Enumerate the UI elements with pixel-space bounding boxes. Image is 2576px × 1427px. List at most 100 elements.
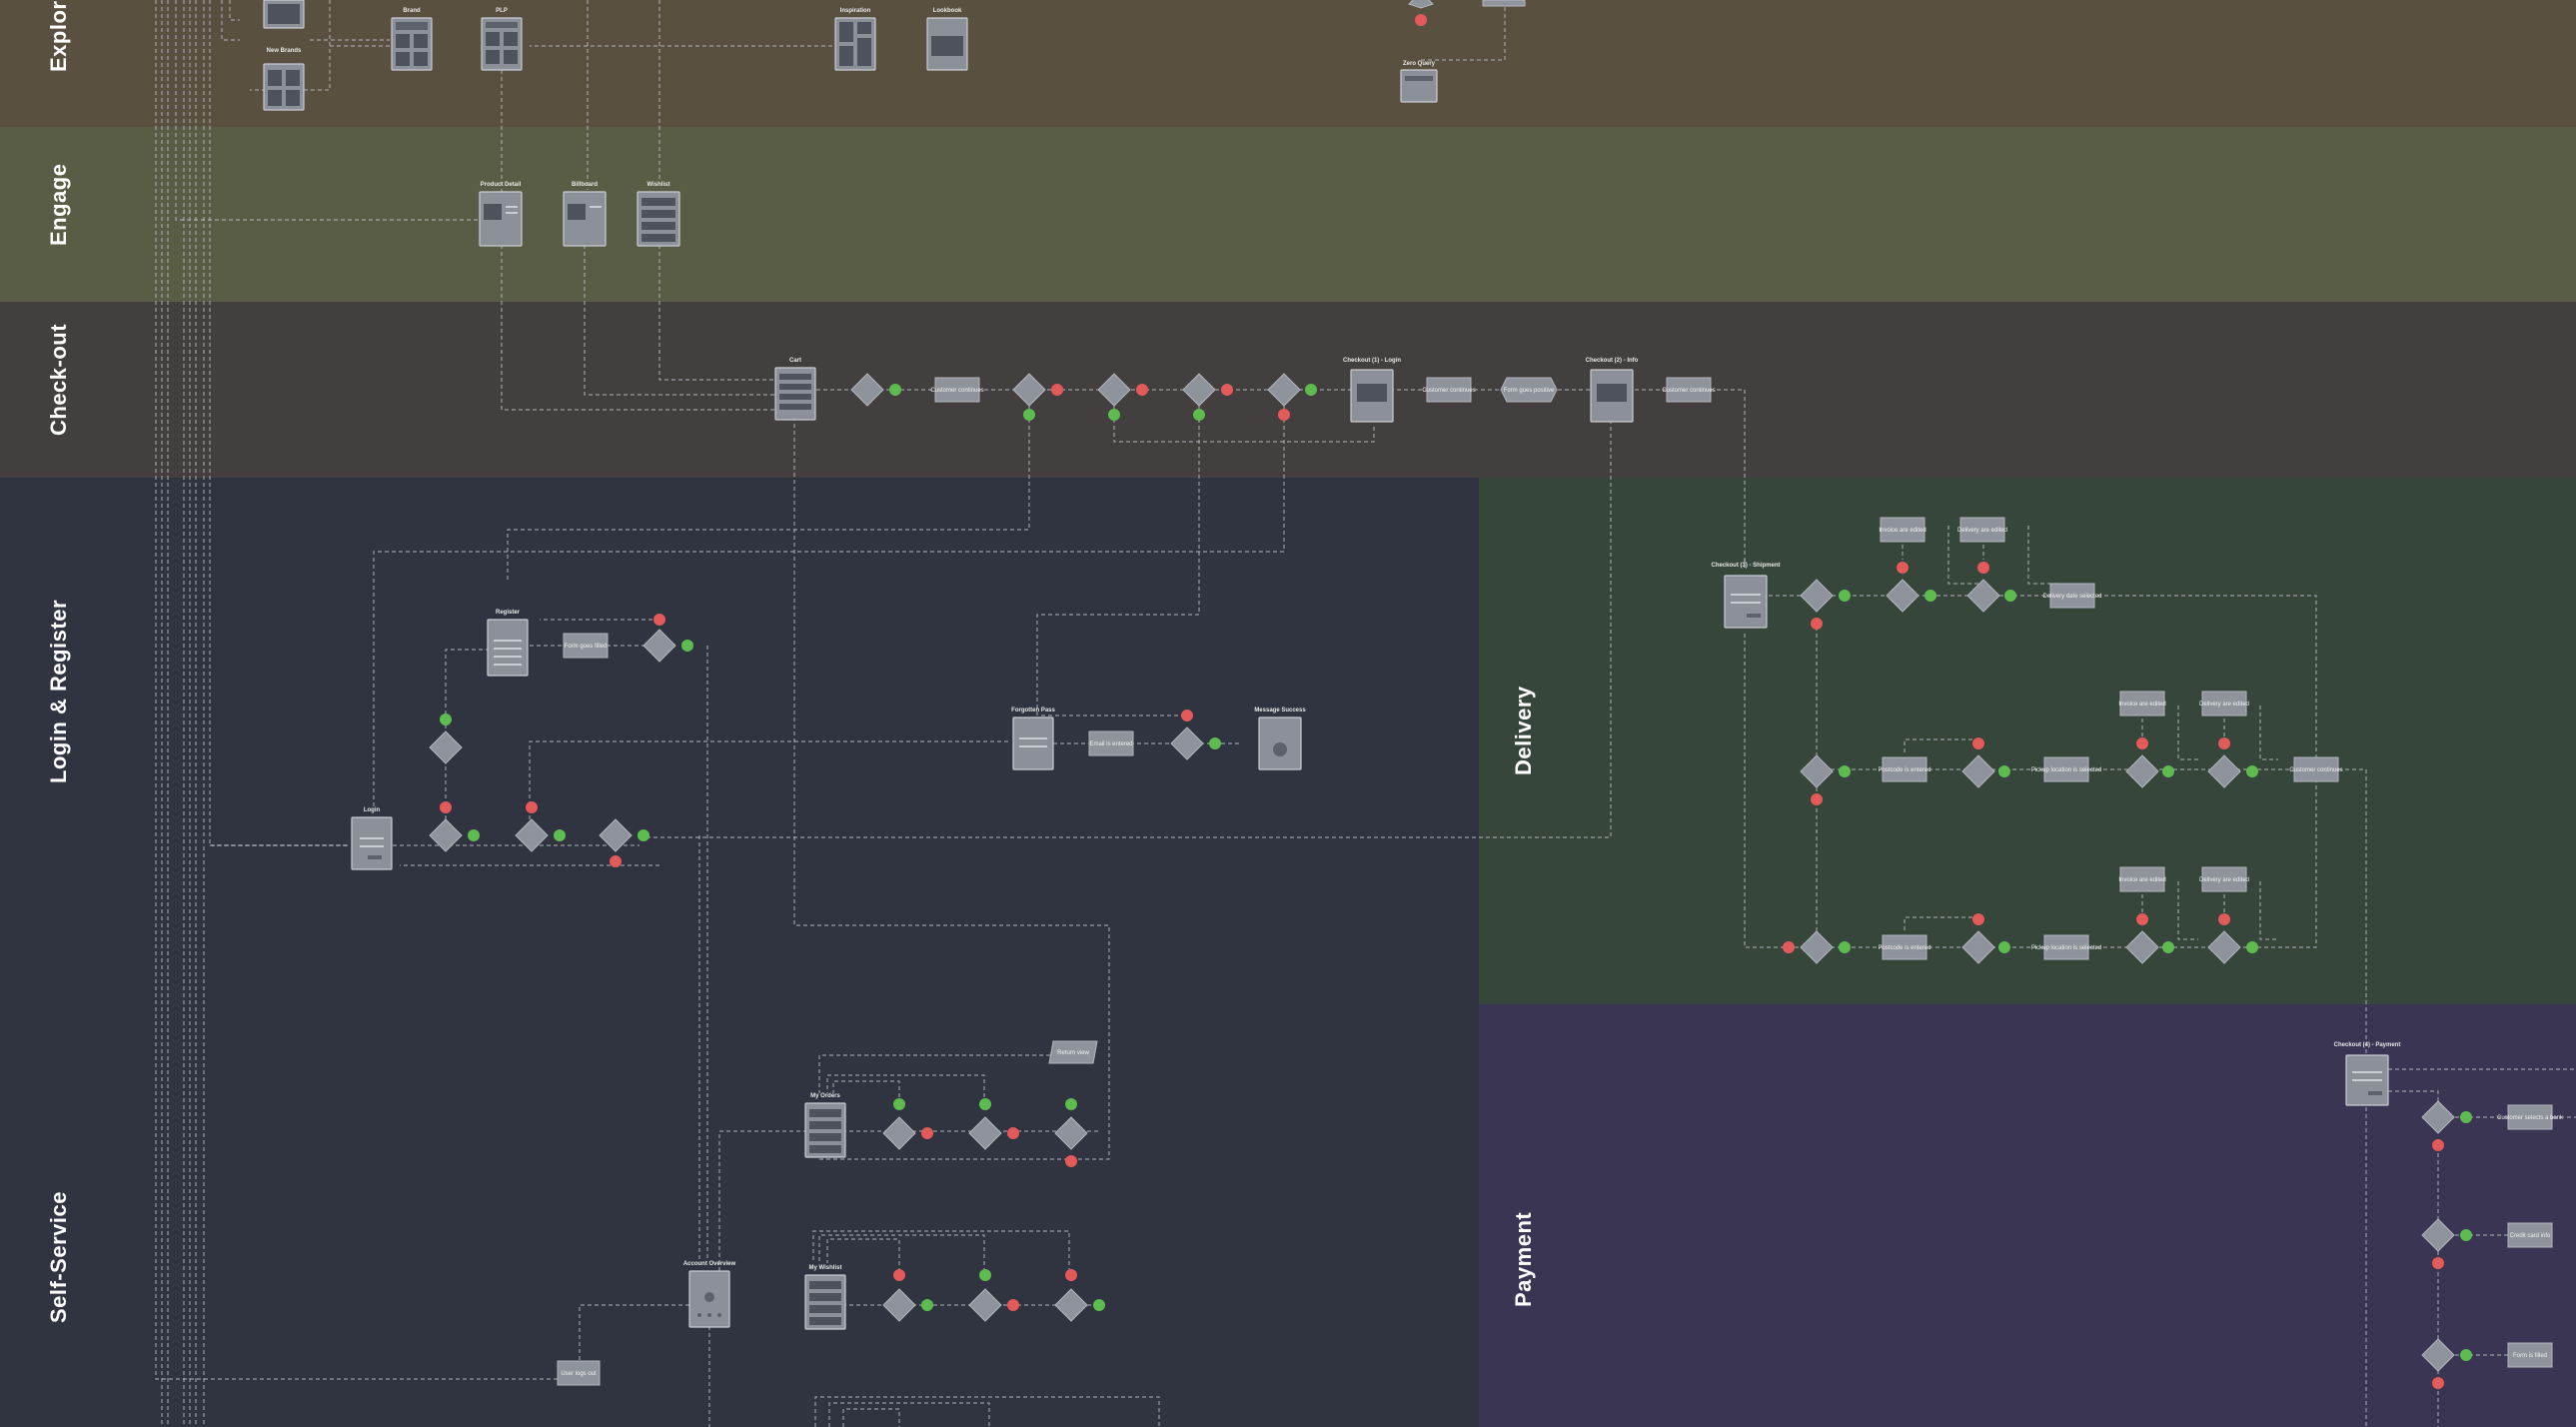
screen-node[interactable]: My Wishlist bbox=[804, 1265, 846, 1330]
lane-delivery bbox=[1479, 478, 2576, 1004]
screen-node[interactable] bbox=[263, 0, 305, 29]
decision-node[interactable] bbox=[882, 1288, 916, 1322]
screen-node[interactable]: Checkout (1) - Login bbox=[1343, 358, 1401, 423]
screen-node[interactable]: Wishlist bbox=[637, 182, 680, 247]
screen-node[interactable]: Checkout (3) - Shipment bbox=[1711, 563, 1781, 629]
process-form-goes-filled[interactable]: Form goes filled bbox=[563, 633, 609, 659]
decision-node[interactable] bbox=[850, 373, 884, 407]
svg-text:Delivery are edited: Delivery are edited bbox=[2199, 877, 2249, 883]
screen-title: Account Overview bbox=[683, 1261, 736, 1267]
lane-engage bbox=[0, 127, 2576, 302]
screen-node[interactable]: New Brands bbox=[263, 48, 305, 111]
decision-node[interactable] bbox=[1408, 0, 1434, 9]
lane-self-service bbox=[0, 1004, 1479, 1427]
process-credit-card-info[interactable]: Credit card info bbox=[2507, 1222, 2553, 1248]
decision-node[interactable] bbox=[2207, 754, 2241, 788]
decision-node[interactable] bbox=[1800, 754, 1834, 788]
decision-node[interactable] bbox=[968, 1288, 1002, 1322]
process-delivery-are-edited[interactable]: Delivery are edited bbox=[1957, 517, 2007, 543]
screen-node[interactable]: Login bbox=[351, 807, 393, 870]
decision-node[interactable] bbox=[1054, 1288, 1088, 1322]
screen-title: PLP bbox=[496, 8, 508, 14]
badge-no bbox=[1221, 384, 1233, 396]
screen-title: Checkout (2) - Info bbox=[1586, 358, 1639, 364]
process-form-goes-positive[interactable]: Form goes positive bbox=[1500, 377, 1558, 403]
process-pickup-location-selected[interactable]: Pickup location is selected bbox=[2031, 934, 2101, 960]
decision-node[interactable] bbox=[1800, 579, 1834, 613]
screen-node[interactable]: My Orders bbox=[804, 1093, 846, 1158]
svg-text:User logs out: User logs out bbox=[561, 1371, 597, 1377]
process-customer-continues[interactable]: Customer continues bbox=[2289, 756, 2343, 782]
badge-yes bbox=[1065, 1098, 1077, 1110]
process-customer-continues[interactable]: Customer continues bbox=[1422, 377, 1476, 403]
decision-node[interactable] bbox=[515, 818, 549, 852]
badge-no bbox=[1811, 618, 1823, 630]
screen-node[interactable]: Cart bbox=[774, 358, 816, 421]
process-customer-continues[interactable]: Customer continues bbox=[1662, 377, 1716, 403]
decision-node[interactable] bbox=[1800, 930, 1834, 964]
screen-node[interactable]: Billboard bbox=[563, 182, 607, 247]
process-form-is-filled[interactable]: Form is filled bbox=[2507, 1342, 2553, 1368]
process-delivery-date-selected[interactable]: Delivery date selected bbox=[2042, 583, 2102, 609]
badge-yes bbox=[1998, 765, 2010, 777]
badge-no bbox=[1181, 710, 1193, 721]
screen-node[interactable]: Forgotten Pass bbox=[1011, 708, 1055, 770]
process-delivery-are-edited[interactable]: Delivery are edited bbox=[2199, 866, 2249, 892]
badge-yes bbox=[1998, 941, 2010, 953]
process-return-view[interactable]: Return view bbox=[1048, 1040, 1098, 1064]
process-invoice-are-edited[interactable]: Invoice are edited bbox=[2118, 866, 2166, 892]
process-invoice-are-edited[interactable]: Invoice are edited bbox=[2118, 691, 2166, 716]
screen-node[interactable]: Inspiration bbox=[834, 8, 876, 71]
decision-node[interactable] bbox=[2207, 930, 2241, 964]
decision-node[interactable] bbox=[1097, 373, 1131, 407]
decision-node[interactable] bbox=[2421, 1338, 2455, 1372]
decision-node[interactable] bbox=[429, 730, 463, 764]
decision-node[interactable] bbox=[968, 1116, 1002, 1150]
decision-node[interactable] bbox=[1961, 930, 1995, 964]
screen-node[interactable]: Product Detail bbox=[479, 182, 523, 247]
selfservice-edges bbox=[579, 1054, 1160, 1427]
process-delivery-are-edited[interactable]: Delivery are edited bbox=[2199, 691, 2249, 716]
decision-node[interactable] bbox=[2421, 1100, 2455, 1134]
badge-no bbox=[2218, 913, 2230, 925]
decision-node[interactable] bbox=[1182, 373, 1216, 407]
decision-node[interactable] bbox=[643, 629, 676, 663]
decision-node[interactable] bbox=[1267, 373, 1301, 407]
screen-node[interactable]: Register bbox=[487, 610, 529, 677]
process-email-is-entered[interactable]: Email is entered bbox=[1088, 730, 1134, 756]
decision-node[interactable] bbox=[1961, 754, 1995, 788]
badge-yes bbox=[2162, 765, 2174, 777]
decision-node[interactable] bbox=[1966, 579, 2000, 613]
screen-node[interactable]: Brand bbox=[391, 8, 433, 71]
screen-node[interactable]: Zero Query bbox=[1400, 61, 1438, 103]
screen-node[interactable]: Checkout (4) - Payment bbox=[2334, 1042, 2401, 1106]
badge-yes bbox=[1093, 1299, 1105, 1311]
badge-yes bbox=[1023, 409, 1035, 421]
decision-node[interactable] bbox=[1012, 373, 1046, 407]
screen-node[interactable]: Account Overview bbox=[683, 1261, 736, 1328]
screen-node[interactable]: Checkout (2) - Info bbox=[1586, 358, 1639, 423]
decision-node[interactable] bbox=[429, 818, 463, 852]
screen-node[interactable]: Message Success bbox=[1254, 708, 1306, 770]
process-customer-continues[interactable]: Customer continues bbox=[930, 377, 984, 403]
svg-text:Customer selects a bank: Customer selects a bank bbox=[2497, 1115, 2564, 1121]
process-invoice-are-edited[interactable]: Invoice are edited bbox=[1879, 517, 1927, 543]
decision-node[interactable] bbox=[2421, 1218, 2455, 1252]
decision-node[interactable] bbox=[882, 1116, 916, 1150]
process-user-logs-out[interactable]: User logs out bbox=[557, 1360, 601, 1386]
decision-node[interactable] bbox=[1170, 726, 1204, 760]
screen-node[interactable]: Lookbook bbox=[926, 8, 968, 71]
process-pickup-location-selected[interactable]: Pickup location is selected bbox=[2031, 756, 2101, 782]
process-postcode-is-entered[interactable]: Postcode is entered bbox=[1878, 756, 1932, 782]
process-customer-selects-a-bank[interactable]: Customer selects a bank bbox=[2497, 1104, 2564, 1130]
svg-text:Customer continues: Customer continues bbox=[1662, 388, 1715, 394]
decision-node[interactable] bbox=[2125, 754, 2159, 788]
login-edges bbox=[210, 619, 1239, 1261]
process-postcode-is-entered[interactable]: Postcode is entered bbox=[1878, 934, 1932, 960]
screen-node[interactable]: PLP bbox=[481, 8, 523, 71]
decision-node[interactable] bbox=[2125, 930, 2159, 964]
decision-node[interactable] bbox=[1886, 579, 1920, 613]
decision-node[interactable] bbox=[1054, 1116, 1088, 1150]
svg-text:Delivery are edited: Delivery are edited bbox=[1957, 528, 2007, 534]
decision-node[interactable] bbox=[599, 818, 633, 852]
